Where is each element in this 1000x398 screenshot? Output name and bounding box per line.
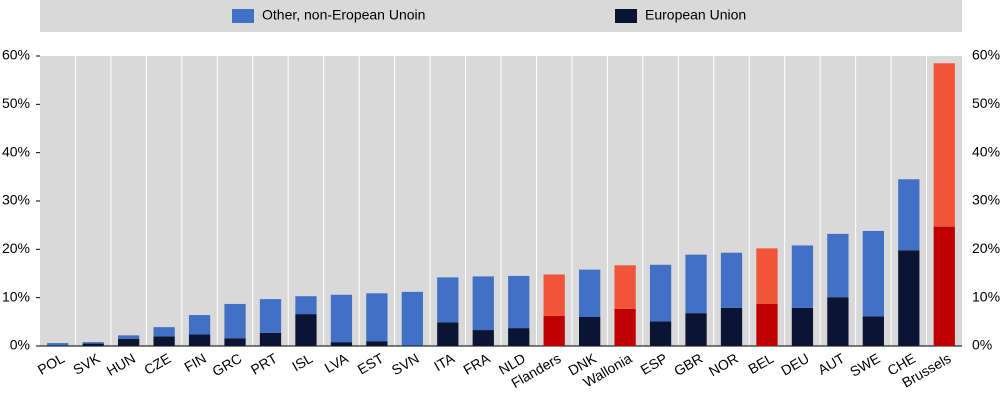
bar-segment — [827, 233, 849, 298]
bar-segment — [614, 308, 636, 346]
x-tick-label: FRA — [460, 350, 493, 378]
x-tick-label: FIN — [181, 350, 209, 375]
legend-swatch — [232, 9, 254, 23]
x-tick-label: ISL — [289, 350, 315, 374]
x-tick-label: POL — [35, 350, 67, 378]
x-tick-label: DEU — [778, 350, 812, 379]
y2-tick-label: 40% — [972, 143, 1000, 159]
bar-segment — [47, 343, 69, 346]
y2-tick-label: 10% — [972, 288, 1000, 304]
bar-segment — [82, 342, 104, 344]
y2-tick-label: 50% — [972, 95, 1000, 111]
bar-segment — [224, 303, 246, 339]
x-tick-label: SVN — [389, 350, 422, 378]
bar-segment — [437, 277, 459, 323]
y-tick-label: 20% — [2, 240, 30, 256]
bar-segment — [82, 343, 104, 346]
x-tick-label: GBR — [671, 350, 705, 379]
bar-segment — [543, 316, 565, 346]
y-tick-label: 30% — [2, 192, 30, 208]
y2-tick-label: 60% — [972, 47, 1000, 63]
bar-segment — [401, 291, 423, 346]
bar-segment — [898, 250, 920, 346]
bar-segment — [685, 254, 707, 314]
bar-segment — [756, 303, 778, 346]
bar-segment — [614, 265, 636, 309]
x-tick-label: SVK — [70, 350, 103, 378]
bar-segment — [188, 315, 211, 335]
legend-background — [40, 0, 962, 32]
bar-segment — [118, 335, 140, 339]
y-tick-label: 60% — [2, 47, 30, 63]
x-tick-label: LVA — [322, 350, 352, 376]
y2-tick-label: 30% — [972, 192, 1000, 208]
bar-segment — [472, 330, 494, 346]
legend-label: Other, non-Eropean Unoin — [262, 7, 425, 23]
bar-segment — [862, 316, 884, 346]
x-tick-label: SWE — [847, 350, 883, 380]
x-tick-label: HUN — [104, 350, 138, 379]
bar-segment — [224, 338, 246, 346]
bar-segment — [579, 269, 601, 317]
bar-segment — [756, 248, 778, 304]
legend-swatch — [615, 9, 637, 23]
x-tick-label: CZE — [141, 350, 173, 378]
x-tick-label: PRT — [248, 350, 280, 378]
bar-segment — [543, 274, 565, 317]
x-tick-label: GRC — [209, 350, 244, 379]
bar-segment — [259, 332, 282, 346]
bar-segment — [259, 299, 282, 333]
bar-segment — [437, 322, 459, 346]
y-tick-label: 40% — [2, 143, 30, 159]
bar-segment — [898, 179, 920, 251]
legend-label: European Union — [645, 7, 746, 23]
bar-segment — [685, 313, 707, 346]
y-tick-label: 0% — [10, 337, 30, 353]
x-tick-label: BEL — [745, 350, 776, 377]
bar-segment — [153, 327, 175, 337]
bar-segment — [827, 297, 849, 346]
bar-segment — [720, 252, 743, 308]
bar-segment — [508, 275, 530, 329]
y-tick-label: 50% — [2, 95, 30, 111]
bar-segment — [649, 264, 672, 322]
bar-segment — [330, 342, 353, 346]
bar-segment — [472, 276, 494, 331]
bar-segment — [295, 314, 317, 346]
x-tick-label: EST — [355, 350, 387, 378]
bar-segment — [508, 328, 530, 346]
x-tick-label: ESP — [638, 350, 670, 378]
bar-segment — [579, 317, 601, 346]
x-tick-label: AUT — [815, 350, 848, 378]
bar-segment — [791, 245, 814, 308]
bar-segment — [649, 321, 672, 346]
bar-segment — [295, 296, 317, 315]
bar-segment — [366, 341, 388, 346]
x-tick-label: NOR — [706, 350, 741, 379]
bar-segment — [330, 294, 353, 343]
bar-segment — [153, 336, 175, 346]
bar-segment — [791, 307, 814, 346]
bar-segment — [366, 293, 388, 342]
bar-segment — [933, 63, 955, 227]
bar-segment — [188, 334, 211, 346]
bar-segment — [862, 230, 884, 317]
y2-tick-label: 0% — [972, 337, 992, 353]
bar-segment — [933, 226, 955, 346]
x-tick-label: ITA — [431, 350, 458, 375]
y2-tick-label: 20% — [972, 240, 1000, 256]
bar-segment — [720, 307, 743, 346]
y-tick-label: 10% — [2, 288, 30, 304]
bar-segment — [118, 338, 140, 346]
